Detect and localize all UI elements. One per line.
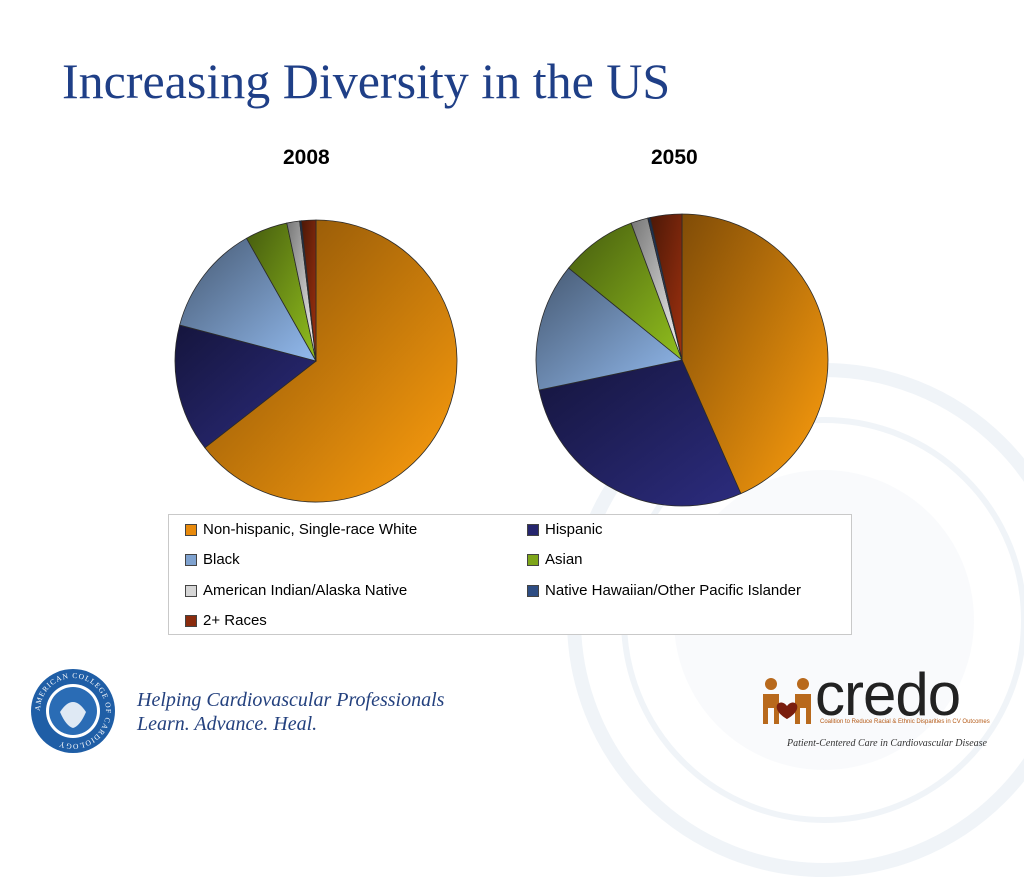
pie-slice-2008-white <box>204 219 458 503</box>
credo-tagline: Patient-Centered Care in Cardiovascular … <box>787 738 987 749</box>
legend-swatch <box>527 523 539 536</box>
footer-tagline: Helping Cardiovascular Professionals Lea… <box>137 688 444 736</box>
legend-label: American Indian/Alaska Native <box>203 582 408 599</box>
legend-swatch <box>527 553 539 566</box>
legend-label: 2+ Races <box>203 612 267 629</box>
legend-item-american-indian: American Indian/Alaska Native <box>185 582 407 599</box>
legend-item-hispanic: Hispanic <box>527 521 603 538</box>
pie-slice-2050-two-plus <box>649 213 683 361</box>
pie-charts <box>174 213 829 507</box>
pie-2050 <box>535 213 829 507</box>
acc-seal-logo-icon: AMERICAN COLLEGE OF CARDIOLOGY <box>31 669 115 753</box>
legend-item-white: Non-hispanic, Single-race White <box>185 521 417 538</box>
legend-swatch <box>527 584 539 597</box>
tagline-line-1: Helping Cardiovascular Professionals <box>137 689 445 711</box>
chart-title-2050: 2050 <box>651 146 698 169</box>
credo-people-icon <box>763 678 811 724</box>
pie-slice-2008-two-plus <box>300 219 317 362</box>
legend-swatch <box>185 523 197 536</box>
legend-label: Hispanic <box>545 521 603 538</box>
legend-item-two-plus: 2+ Races <box>185 612 267 629</box>
legend-item-black: Black <box>185 551 240 568</box>
legend-item-asian: Asian <box>527 551 583 568</box>
chart-title-2008: 2008 <box>283 146 330 169</box>
legend-swatch <box>185 584 197 597</box>
legend-swatch <box>185 614 197 627</box>
legend-label: Asian <box>545 551 583 568</box>
legend-label: Native Hawaiian/Other Pacific Islander <box>545 582 801 599</box>
pie-slice-2050-black <box>535 267 683 391</box>
legend-item-native-hawaiian: Native Hawaiian/Other Pacific Islander <box>527 582 801 599</box>
pie-slice-2050-white <box>681 213 829 495</box>
pie-2008 <box>174 219 458 503</box>
legend-label: Black <box>203 551 240 568</box>
credo-logo-text: credo <box>815 661 961 728</box>
chart-legend: Non-hispanic, Single-race White Hispanic… <box>168 514 852 635</box>
pie-slice-2008-black <box>179 237 317 362</box>
pie-slice-2008-hispanic <box>174 324 317 449</box>
tagline-line-2: Learn. Advance. Heal. <box>137 713 318 735</box>
slide-title: Increasing Diversity in the US <box>62 53 671 109</box>
pie-slice-2050-hispanic <box>538 359 742 507</box>
legend-label: Non-hispanic, Single-race White <box>203 521 418 538</box>
legend-swatch <box>185 553 197 566</box>
credo-subtitle: Coalition to Reduce Racial & Ethnic Disp… <box>820 719 990 725</box>
